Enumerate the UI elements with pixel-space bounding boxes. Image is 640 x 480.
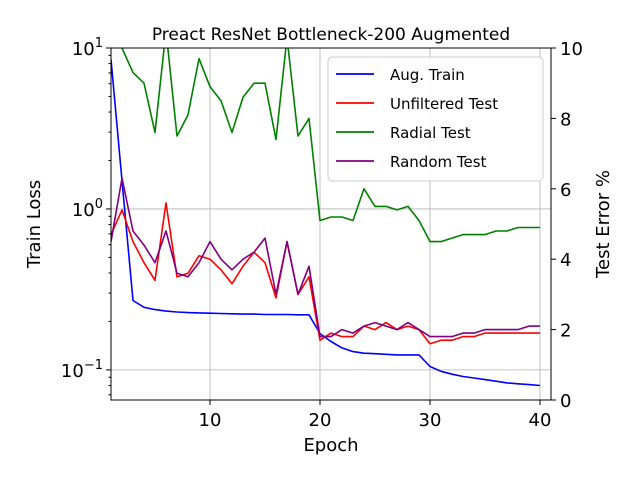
- y-right-tick-label: 6: [560, 180, 571, 201]
- x-axis-label: Epoch: [303, 435, 358, 456]
- y-left-tick-exponent: 0: [95, 197, 103, 212]
- y-left-tick-exponent: −1: [84, 358, 103, 373]
- y-left-tick-base: 10: [61, 361, 84, 382]
- legend-entry: Random Test: [390, 153, 487, 171]
- y-left-tick-base: 10: [72, 200, 95, 221]
- x-tick-label: 10: [199, 410, 222, 431]
- y-right-tick-label: 0: [560, 391, 571, 412]
- y-left-tick-label: 101: [72, 36, 103, 60]
- series-line-radial-test: [120, 48, 540, 243]
- legend-entry: Unfiltered Test: [390, 95, 498, 113]
- y-left-tick-label: 10−1: [61, 358, 103, 382]
- y-axis-label-left: Train Loss: [24, 180, 45, 269]
- y-right-tick-label: 10: [560, 39, 583, 60]
- series-line-unfiltered-test: [111, 202, 540, 345]
- x-tick-label: 30: [419, 410, 442, 431]
- legend-entry: Aug. Train: [390, 66, 465, 84]
- y-axis-label-right: Test Error %: [593, 170, 614, 279]
- y-left-tick-label: 100: [72, 197, 103, 221]
- plot-frame: [110, 47, 552, 401]
- legend-entry: Radial Test: [390, 124, 471, 142]
- legend-box: [327, 56, 544, 182]
- series-lines: [111, 48, 541, 387]
- y-right-tick-label: 2: [560, 321, 571, 342]
- legend: Aug. Train Unfiltered Test Radial Test Rand…: [327, 56, 544, 182]
- x-tick-label: 40: [529, 410, 552, 431]
- x-tick-label: 20: [309, 410, 332, 431]
- y-left-tick-base: 10: [72, 39, 95, 60]
- chart-title: Preact ResNet Bottleneck-200 Augmented: [152, 25, 510, 45]
- y-right-tick-label: 4: [560, 250, 571, 271]
- series-line-random-test: [111, 177, 540, 338]
- y-left-tick-exponent: 1: [95, 36, 103, 51]
- y-right-tick-label: 8: [560, 109, 571, 130]
